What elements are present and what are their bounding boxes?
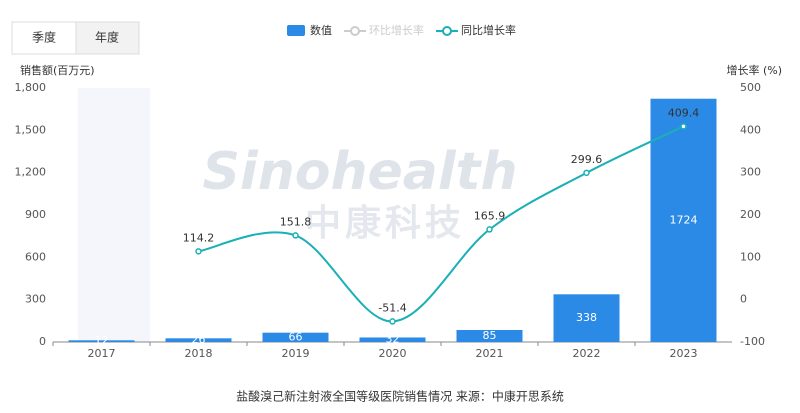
y2-axis-label: 增长率 (%) <box>726 63 782 77</box>
line-value-label: 299.6 <box>571 153 603 166</box>
toggle-button[interactable] <box>11 21 77 55</box>
y2-tick-label: 0 <box>740 293 747 306</box>
line-point <box>583 169 590 177</box>
y2-tick-label: 500 <box>740 81 761 94</box>
x-tick-label: 2020 <box>379 347 407 360</box>
bar-value-label: 85 <box>483 329 497 342</box>
y2-tick-label: 100 <box>740 250 761 263</box>
y2-tick-label: 400 <box>740 123 761 136</box>
legend-label: 环比增长率 <box>369 23 424 37</box>
bar <box>456 330 523 342</box>
line-point <box>486 226 493 233</box>
x-tick-label: 2018 <box>185 347 213 360</box>
toggle-button[interactable] <box>75 21 140 55</box>
bar-value-label: 66 <box>289 330 303 343</box>
toggle-label[interactable]: 季度 <box>32 30 56 45</box>
line-point <box>680 123 687 130</box>
y-tick-label: 1,800 <box>15 81 47 94</box>
y-axis-label: 销售额(百万元) <box>20 63 95 77</box>
x-tick-label: 2023 <box>670 347 698 360</box>
legend-swatch <box>442 26 452 36</box>
watermark: 中康科技 <box>305 202 465 244</box>
line <box>198 125 684 323</box>
y-tick-label: 1,500 <box>15 123 47 136</box>
line-value-label: 114.2 <box>183 231 215 244</box>
bar <box>68 340 135 342</box>
x-tick-label: 2022 <box>573 347 601 360</box>
y2-tick-label: -100 <box>740 335 765 348</box>
y-tick-label: 900 <box>25 208 46 221</box>
line-value-label: 409.4 <box>668 106 700 119</box>
bar-value-label: 338 <box>576 311 597 324</box>
y-tick-label: 0 <box>39 335 46 348</box>
bar-value-label: 12 <box>95 334 109 347</box>
bar <box>262 332 329 342</box>
bar-value-label: 1724 <box>670 213 698 226</box>
bar <box>553 294 620 342</box>
bar-value-label: 26 <box>192 333 206 346</box>
y-tick-label: 300 <box>25 293 46 306</box>
line-value-label: 151.8 <box>280 215 312 228</box>
bar-value-label: 32 <box>386 333 400 346</box>
line-value-label: 165.9 <box>474 209 506 222</box>
legend-label: 同比增长率 <box>461 23 516 37</box>
line-point <box>389 318 396 325</box>
x-tick-label: 2021 <box>476 347 504 360</box>
legend-swatch <box>287 25 305 36</box>
bar <box>165 338 232 342</box>
bar <box>650 98 717 342</box>
y-tick-label: 600 <box>25 250 46 263</box>
legend-label: 数值 <box>310 24 332 37</box>
y2-tick-label: 200 <box>740 208 761 221</box>
y-tick-label: 1,200 <box>15 166 47 179</box>
line-value-label: -51.4 <box>378 301 406 314</box>
line-point <box>292 232 299 239</box>
watermark: Sinohealth <box>202 142 517 202</box>
x-tick-label: 2019 <box>282 347 310 360</box>
x-tick-label: 2017 <box>88 347 116 360</box>
line-point <box>195 248 202 255</box>
bar <box>359 337 426 342</box>
legend-swatch <box>350 26 360 36</box>
caption: 盐酸溴己新注射液全国等级医院销售情况 来源：中康开思系统 <box>236 389 564 404</box>
y2-tick-label: 300 <box>740 166 761 179</box>
toggle-label[interactable]: 年度 <box>95 30 119 45</box>
hover-highlight <box>78 88 150 342</box>
